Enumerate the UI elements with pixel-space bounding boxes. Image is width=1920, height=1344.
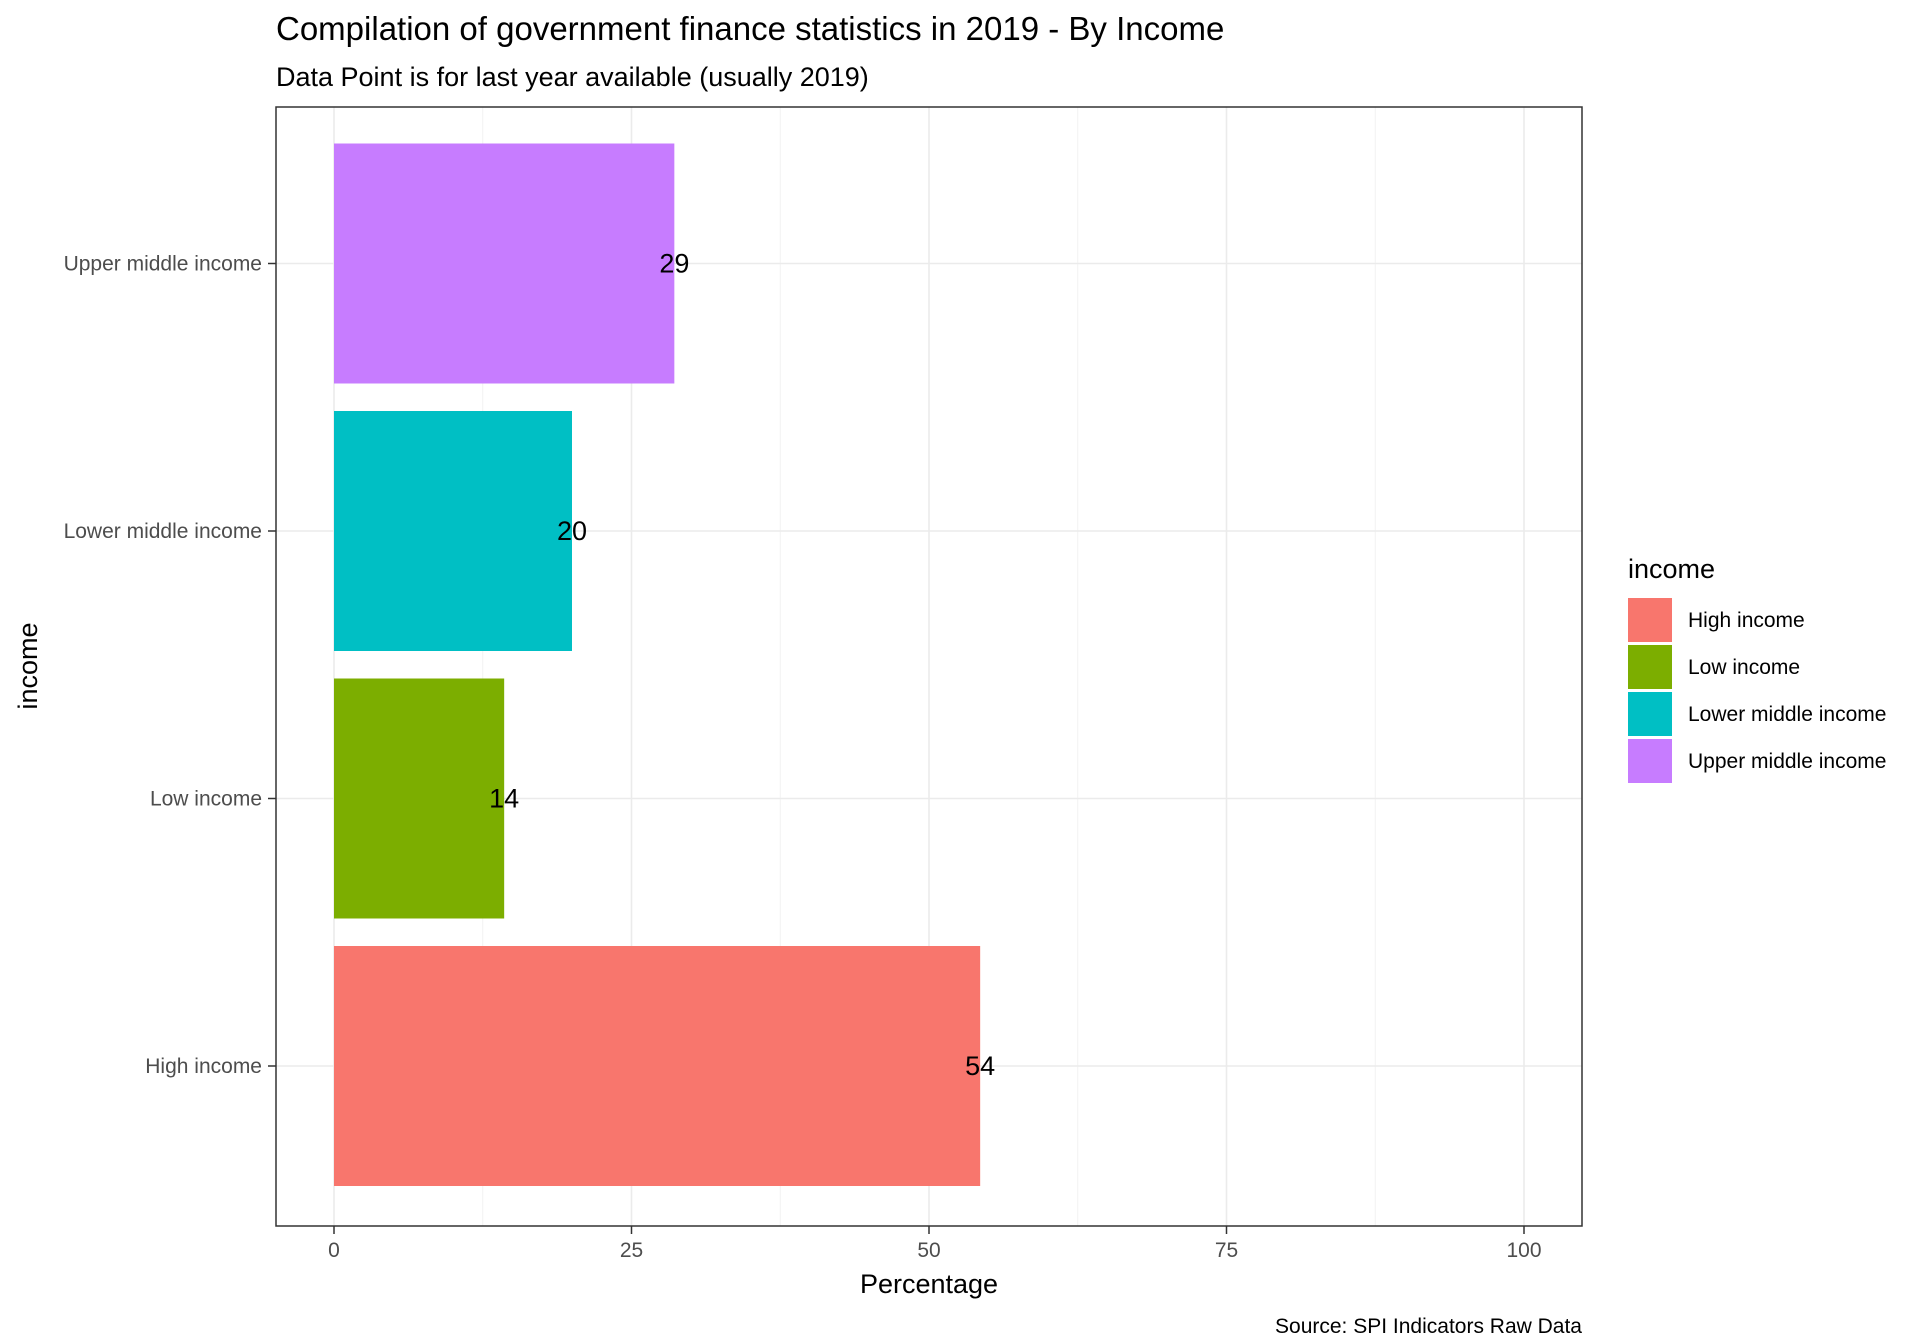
legend-swatch <box>1628 598 1672 642</box>
x-tick-label: 100 <box>1506 1239 1541 1262</box>
y-tick-label: Lower middle income <box>64 520 262 543</box>
x-tick-label: 50 <box>917 1239 940 1262</box>
legend: income High income Low income Lower middle… <box>1628 554 1886 783</box>
legend-swatch <box>1628 645 1672 689</box>
y-tick-label: Upper middle income <box>64 253 262 276</box>
y-axis: High income Low income Lower middle income… <box>64 253 276 1078</box>
bar-data-label: 29 <box>659 249 689 279</box>
bar-data-label: 54 <box>965 1051 995 1081</box>
x-tick-label: 25 <box>620 1239 643 1262</box>
bar-data-label: 14 <box>489 784 519 814</box>
x-tick-label: 0 <box>328 1239 340 1262</box>
legend-label: Lower middle income <box>1688 703 1886 726</box>
legend-swatch <box>1628 739 1672 783</box>
bar-upper-middle-income <box>334 143 675 384</box>
chart-title: Compilation of government finance statis… <box>276 10 1224 47</box>
legend-label: Upper middle income <box>1688 750 1886 773</box>
legend-label: High income <box>1688 609 1805 632</box>
chart-caption: Source: SPI Indicators Raw Data <box>1275 1315 1582 1338</box>
bar-lower-middle-income <box>334 411 572 651</box>
x-axis-title: Percentage <box>860 1269 998 1299</box>
legend-title: income <box>1628 554 1715 584</box>
y-tick-label: Low income <box>150 788 262 811</box>
x-tick-label: 75 <box>1215 1239 1238 1262</box>
bars <box>334 143 981 1186</box>
bar-high-income <box>334 946 981 1186</box>
y-tick-label: High income <box>145 1055 262 1078</box>
legend-swatch <box>1628 692 1672 736</box>
chart-subtitle: Data Point is for last year available (u… <box>276 62 869 92</box>
bar-data-label: 20 <box>557 516 587 546</box>
legend-label: Low income <box>1688 656 1800 679</box>
x-axis: 0 25 50 75 100 <box>328 1226 1542 1262</box>
bar-labels: 54 14 20 29 <box>489 249 995 1082</box>
y-axis-title: income <box>13 622 43 709</box>
bar-low-income <box>334 678 505 919</box>
